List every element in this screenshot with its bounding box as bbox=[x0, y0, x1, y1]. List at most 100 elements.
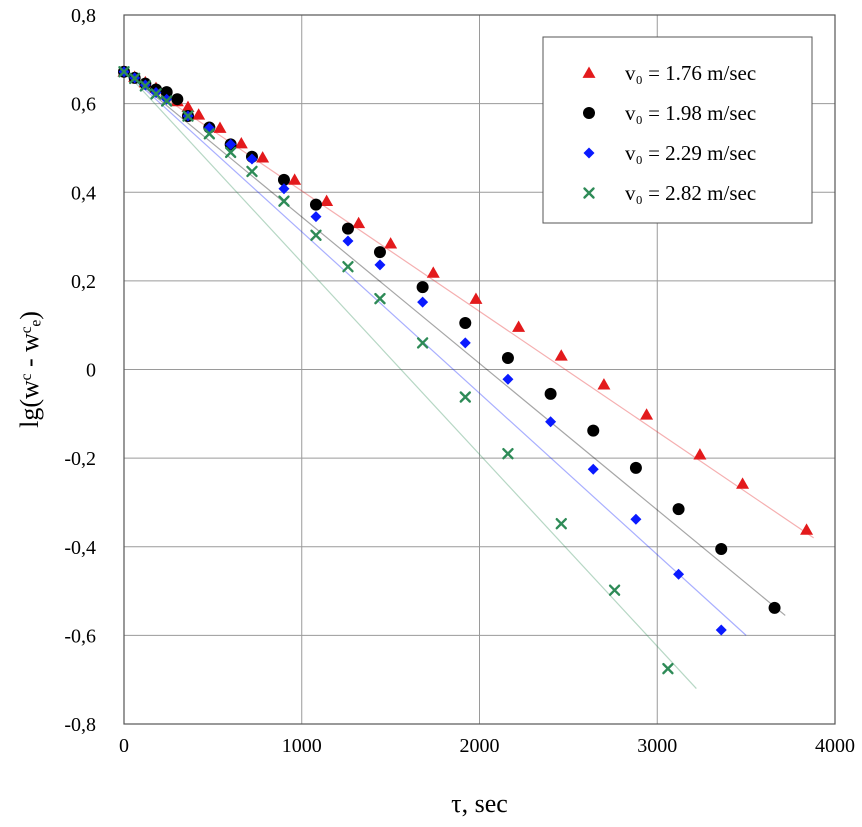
y-tick-label: 0,8 bbox=[71, 5, 96, 27]
data-point-series-1 bbox=[736, 477, 750, 489]
data-point-series-4 bbox=[118, 66, 130, 78]
data-point-series-1 bbox=[512, 320, 526, 332]
data-point-series-1 bbox=[469, 292, 483, 304]
legend-marker-series-4 bbox=[583, 187, 595, 199]
data-point-series-2 bbox=[416, 281, 429, 294]
x-axis-title: τ, sec bbox=[451, 789, 508, 818]
legend-marker-series-1 bbox=[582, 66, 596, 78]
data-point-series-4 bbox=[662, 662, 674, 675]
y-tick-label: 0,2 bbox=[71, 271, 96, 293]
x-tick-label: 4000 bbox=[815, 735, 855, 757]
data-point-series-1 bbox=[181, 100, 195, 113]
data-point-series-4 bbox=[224, 146, 237, 159]
data-point-series-4 bbox=[278, 195, 290, 207]
y-tick-label: -0,8 bbox=[64, 714, 96, 736]
data-point-series-2 bbox=[672, 503, 685, 516]
data-point-series-3 bbox=[342, 235, 354, 247]
data-point-series-4 bbox=[139, 80, 152, 92]
y-tick-label: 0,6 bbox=[71, 94, 96, 116]
data-point-series-3 bbox=[246, 153, 258, 165]
x-tick-label: 2000 bbox=[460, 735, 500, 757]
data-point-series-3 bbox=[310, 211, 322, 223]
data-point-series-1 bbox=[256, 151, 270, 163]
data-point-series-2 bbox=[171, 93, 184, 106]
data-point-series-2 bbox=[587, 424, 600, 437]
legend-marker-series-3 bbox=[583, 147, 595, 159]
fit-line-series-3 bbox=[123, 69, 747, 636]
data-point-series-4 bbox=[416, 337, 429, 349]
data-point-series-2 bbox=[459, 316, 472, 329]
data-point-series-3 bbox=[715, 624, 727, 636]
data-point-series-1 bbox=[426, 266, 440, 278]
data-point-series-2 bbox=[341, 222, 354, 235]
legend-label-series-1: v₀ = 1.76 m/sec bbox=[625, 61, 756, 85]
data-point-series-3 bbox=[630, 513, 642, 525]
data-point-series-1 bbox=[640, 408, 654, 420]
data-point-series-4 bbox=[246, 165, 258, 178]
data-point-series-4 bbox=[203, 128, 216, 140]
data-point-series-1 bbox=[352, 216, 366, 229]
data-point-series-2 bbox=[544, 387, 557, 400]
data-point-series-2 bbox=[768, 601, 781, 614]
data-point-series-4 bbox=[459, 391, 471, 403]
data-point-series-1 bbox=[384, 237, 398, 249]
data-point-series-2 bbox=[501, 351, 514, 364]
data-point-series-3 bbox=[374, 259, 386, 271]
data-point-series-4 bbox=[555, 518, 567, 530]
data-point-series-2 bbox=[277, 173, 290, 186]
data-point-series-1 bbox=[192, 108, 206, 120]
y-tick-label: -0,4 bbox=[64, 537, 96, 559]
y-axis-title: lg(wᶜ - wᶜₑ) bbox=[15, 311, 44, 428]
data-point-series-4 bbox=[310, 229, 322, 241]
data-point-series-4 bbox=[342, 260, 354, 273]
data-point-series-3 bbox=[278, 183, 290, 195]
data-point-series-4 bbox=[374, 292, 386, 305]
data-point-series-4 bbox=[182, 110, 194, 122]
legend-marker-series-2 bbox=[583, 107, 595, 119]
legend-label-series-3: v₀ = 2.29 m/sec bbox=[625, 141, 756, 165]
data-point-series-1 bbox=[288, 173, 302, 185]
data-point-series-3 bbox=[545, 416, 557, 428]
data-point-series-4 bbox=[502, 447, 514, 460]
data-point-series-3 bbox=[417, 296, 429, 308]
y-tick-label: -0,6 bbox=[64, 625, 96, 647]
data-point-series-3 bbox=[459, 337, 471, 349]
data-point-series-2 bbox=[160, 86, 173, 99]
data-point-series-3 bbox=[502, 373, 514, 385]
data-point-series-2 bbox=[629, 461, 642, 474]
legend: v₀ = 1.76 m/sec v₀ = 1.98 m/sec v₀ = 2.29 … bbox=[542, 36, 813, 224]
data-point-series-4 bbox=[608, 584, 621, 596]
data-point-series-3 bbox=[161, 93, 173, 105]
legend-label-series-4: v₀ = 2.82 m/sec bbox=[625, 181, 756, 205]
x-tick-labels: 0 1000 2000 3000 4000 bbox=[119, 735, 855, 757]
data-point-series-1 bbox=[234, 137, 248, 149]
data-point-series-3 bbox=[587, 463, 599, 475]
y-tick-labels: 0,8 0,6 0,4 0,2 0 -0,2 -0,4 -0,6 -0,8 bbox=[64, 5, 96, 736]
data-point-series-3 bbox=[225, 138, 237, 150]
x-tick-label: 0 bbox=[119, 735, 129, 757]
data-point-series-1 bbox=[320, 194, 334, 206]
x-tick-label: 1000 bbox=[282, 735, 322, 757]
data-point-series-1 bbox=[554, 349, 568, 361]
legend-label-series-2: v₀ = 1.98 m/sec bbox=[625, 101, 756, 125]
data-point-series-4 bbox=[128, 72, 141, 85]
data-point-series-2 bbox=[715, 542, 728, 555]
y-tick-label: 0 bbox=[86, 360, 96, 382]
data-point-series-1 bbox=[213, 121, 227, 133]
plot-frame bbox=[123, 14, 836, 725]
data-point-series-4 bbox=[150, 88, 162, 100]
fit-line-series-2 bbox=[123, 69, 786, 616]
x-tick-label: 3000 bbox=[637, 735, 677, 757]
data-point-series-2 bbox=[309, 198, 322, 211]
y-tick-label: -0,2 bbox=[64, 448, 96, 470]
data-point-series-1 bbox=[693, 448, 707, 460]
data-point-series-1 bbox=[597, 378, 611, 390]
data-points bbox=[117, 65, 814, 675]
data-point-series-3 bbox=[673, 568, 685, 580]
fit-line-series-4 bbox=[123, 69, 697, 689]
data-point-series-4 bbox=[160, 95, 173, 107]
data-point-series-2 bbox=[373, 246, 386, 259]
data-point-series-1 bbox=[800, 523, 814, 535]
y-tick-label: 0,4 bbox=[71, 182, 96, 204]
